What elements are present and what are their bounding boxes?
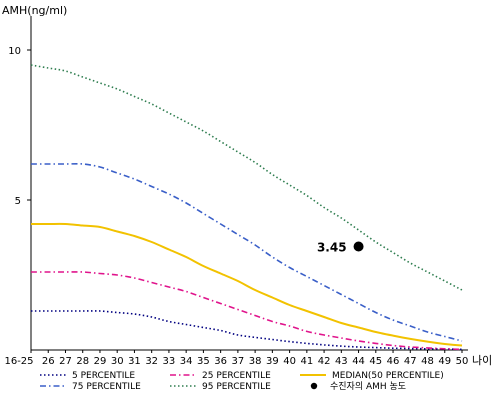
x-tick-label: 45 bbox=[369, 356, 382, 367]
x-tick-label: 46 bbox=[387, 356, 400, 367]
x-tick-label: 41 bbox=[300, 356, 313, 367]
series-line-median-50-percentile bbox=[31, 222, 463, 347]
x-tick-label: 49 bbox=[438, 356, 451, 367]
highlight-point-marker bbox=[353, 241, 364, 252]
x-tick-label: 38 bbox=[249, 356, 262, 367]
legend-label-patient-point: 수진자의 AMH 농도 bbox=[330, 381, 406, 392]
x-tick-label: 28 bbox=[76, 356, 89, 367]
x-tick-label: 44 bbox=[352, 356, 365, 367]
x-tick-label: 50 bbox=[456, 356, 469, 367]
x-tick-label: 39 bbox=[266, 356, 279, 367]
x-tick-label: 42 bbox=[318, 356, 331, 367]
legend: 5 PERCENTILE 25 PERCENTILE MEDIAN(50 PERCE… bbox=[40, 371, 444, 392]
x-tick-label: 47 bbox=[404, 356, 417, 367]
x-axis-label: 나이 bbox=[472, 354, 492, 367]
y-tick-label: 5 bbox=[15, 196, 21, 207]
x-tick-label: 40 bbox=[283, 356, 296, 367]
x-tick-label: 34 bbox=[180, 356, 193, 367]
axes: AMH(ng/ml) 나이 5 10 16-25 26 27 28 29 30 31 32 33 34 35… bbox=[2, 4, 492, 367]
x-tick-label: 27 bbox=[59, 356, 72, 367]
legend-label: 5 PERCENTILE bbox=[72, 371, 135, 381]
highlight-point-value: 3.45 bbox=[317, 241, 347, 255]
x-tick-label: 16-25 bbox=[4, 356, 33, 367]
series-line-5-percentile bbox=[31, 310, 463, 351]
legend-label: 75 PERCENTILE bbox=[72, 382, 141, 392]
x-tick-label: 35 bbox=[197, 356, 210, 367]
x-tick-label: 37 bbox=[232, 356, 245, 367]
legend-label: MEDIAN(50 PERCENTILE) bbox=[332, 371, 444, 381]
x-tick-label: 36 bbox=[214, 356, 227, 367]
x-tick-label: 33 bbox=[163, 356, 176, 367]
highlight-point-group: 3.45 bbox=[317, 241, 364, 255]
x-tick-label: 48 bbox=[421, 356, 434, 367]
x-tick-label: 30 bbox=[111, 356, 124, 367]
x-tick-label: 32 bbox=[145, 356, 158, 367]
y-tick-label: 10 bbox=[8, 46, 21, 57]
legend-label: 25 PERCENTILE bbox=[202, 371, 271, 381]
y-axis-label: AMH(ng/ml) bbox=[2, 4, 67, 17]
x-tick-label: 26 bbox=[42, 356, 55, 367]
legend-label: 95 PERCENTILE bbox=[202, 382, 271, 392]
x-tick-label: 31 bbox=[128, 356, 141, 367]
series-lines bbox=[30, 64, 463, 351]
x-tick-label: 43 bbox=[335, 356, 348, 367]
series-line-25-percentile bbox=[31, 271, 463, 351]
x-tick-label: 29 bbox=[94, 356, 107, 367]
legend-swatch-patient-point bbox=[310, 382, 318, 390]
series-line-75-percentile bbox=[31, 162, 463, 342]
series-line-95-percentile bbox=[30, 64, 463, 291]
